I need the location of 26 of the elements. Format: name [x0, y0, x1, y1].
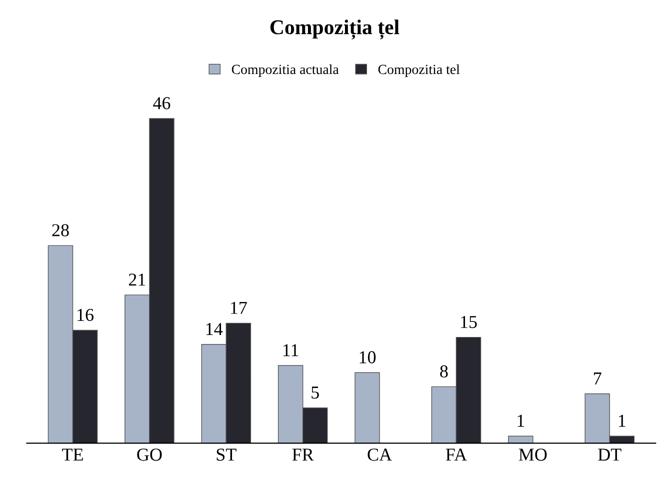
- x-tick-label: FR: [292, 448, 314, 461]
- data-label: 8: [440, 365, 448, 378]
- legend-label: Compozitia actuala: [232, 64, 339, 77]
- data-label: 5: [312, 386, 319, 399]
- legend-label: Compozitia tel: [378, 64, 460, 77]
- data-label: 21: [128, 274, 146, 286]
- x-tick-label: CA: [368, 448, 392, 461]
- data-label: 17: [230, 302, 247, 314]
- data-label: 46: [153, 97, 170, 110]
- data-label: 15: [461, 316, 477, 328]
- data-label: 28: [52, 224, 69, 236]
- x-tick-label: ST: [216, 448, 236, 461]
- x-tick-label: TE: [62, 448, 83, 461]
- bar: [354, 372, 380, 444]
- data-label: 14: [206, 323, 223, 335]
- x-tick-label: FA: [446, 448, 467, 461]
- data-label: 7: [594, 372, 602, 384]
- x-tick-label: MO: [518, 448, 547, 461]
- chart-title: Compoziția țel: [270, 20, 400, 40]
- data-label: 11: [283, 344, 298, 356]
- data-label: 1: [518, 414, 524, 427]
- data-label: 10: [360, 351, 376, 364]
- data-label: 1: [618, 414, 626, 427]
- x-tick-label: DT: [598, 448, 622, 461]
- data-label: 16: [78, 308, 94, 322]
- x-tick-label: GO: [137, 448, 162, 461]
